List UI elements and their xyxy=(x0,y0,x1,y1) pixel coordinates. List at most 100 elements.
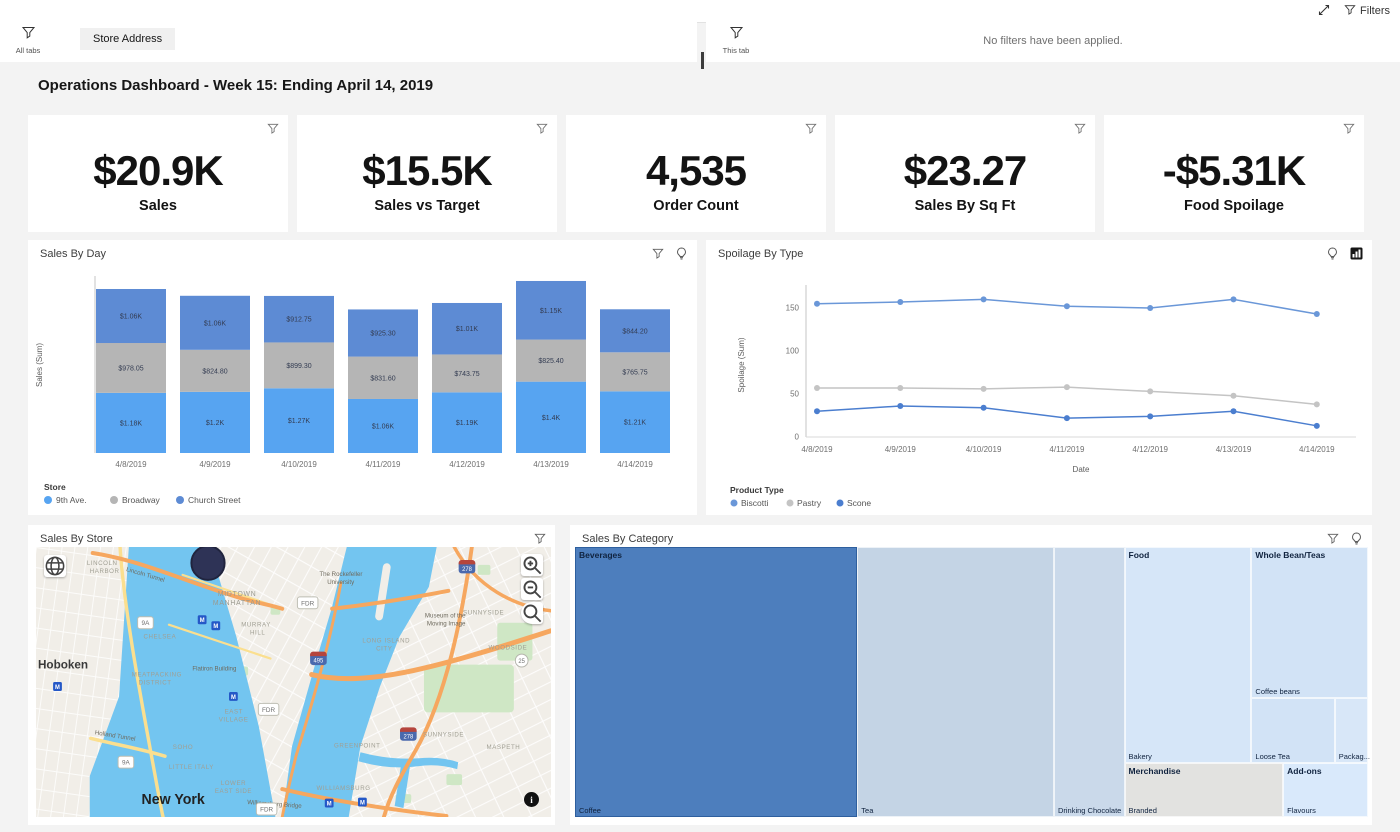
data-point-pastry-4-12-2019[interactable] xyxy=(1147,388,1154,395)
filter-icon[interactable] xyxy=(1341,121,1356,136)
treemap-tile-loose-tea[interactable]: Loose Tea xyxy=(1251,698,1335,763)
kpi-card-order-count: 4,535 Order Count xyxy=(566,115,826,232)
data-point-pastry-4-9-2019[interactable] xyxy=(897,384,904,391)
treemap-tile-tea[interactable]: Tea xyxy=(857,547,1054,817)
map-road-shield-fdr: FDR xyxy=(255,802,278,816)
data-point-scone-4-9-2019[interactable] xyxy=(897,403,904,410)
card-title: Sales By Category xyxy=(582,533,674,545)
map-label-museum-of-the: Museum of the xyxy=(425,613,466,620)
bar-segment-broadway-4-12-2019[interactable] xyxy=(432,354,502,393)
treemap-tile-drinking-chocolate[interactable]: Drinking Chocolate xyxy=(1053,547,1125,817)
bar-segment-broadway-4-8-2019[interactable] xyxy=(96,343,166,393)
filter-icon[interactable] xyxy=(650,246,665,261)
bar-segment-church-street-4-9-2019[interactable] xyxy=(180,295,250,350)
treemap-tile-branded[interactable]: Merchandise Branded xyxy=(1124,763,1284,817)
top-toolbar: Filters xyxy=(0,0,1400,23)
svg-text:278: 278 xyxy=(462,567,472,573)
data-point-pastry-4-11-2019[interactable] xyxy=(1063,384,1070,391)
map-search-button[interactable] xyxy=(521,602,543,624)
map-label-moving-image: Moving Image xyxy=(427,621,466,628)
bar-segment-church-street-4-11-2019[interactable] xyxy=(348,309,418,357)
data-point-biscotti-4-13-2019[interactable] xyxy=(1230,296,1237,303)
filter-icon[interactable] xyxy=(1072,121,1087,136)
bar-segment-broadway-4-10-2019[interactable] xyxy=(264,342,334,389)
data-point-scone-4-13-2019[interactable] xyxy=(1230,408,1237,415)
data-point-biscotti-4-11-2019[interactable] xyxy=(1063,303,1070,310)
bar-segment-church-street-4-14-2019[interactable] xyxy=(600,309,670,353)
bar-segment-church-street-4-10-2019[interactable] xyxy=(264,295,334,343)
dock-divider-handle[interactable] xyxy=(701,52,704,69)
map-store-marker[interactable] xyxy=(190,547,226,581)
treemap-group-label-beverages: Beverages xyxy=(579,550,623,560)
bar-segment-broadway-4-9-2019[interactable] xyxy=(180,349,250,392)
bar-segment-church-street-4-8-2019[interactable] xyxy=(96,288,166,344)
bar-segment-9th-ave-4-9-2019[interactable] xyxy=(180,391,250,453)
map-layers-button[interactable] xyxy=(44,555,66,577)
filters-button[interactable]: Filters xyxy=(1344,4,1390,19)
y-axis-tick: 150 xyxy=(786,304,800,313)
svg-text:495: 495 xyxy=(314,659,324,665)
map-label-chelsea: CHELSEA xyxy=(143,634,176,641)
data-point-scone-4-10-2019[interactable] xyxy=(980,404,987,411)
bar-segment-9th-ave-4-10-2019[interactable] xyxy=(264,388,334,453)
data-point-pastry-4-13-2019[interactable] xyxy=(1230,392,1237,399)
svg-text:278: 278 xyxy=(403,734,413,740)
map-subway-icon: M xyxy=(324,798,334,808)
svg-text:FDR: FDR xyxy=(301,600,314,607)
data-point-biscotti-4-8-2019[interactable] xyxy=(814,300,820,307)
bar-segment-9th-ave-4-8-2019[interactable] xyxy=(96,392,166,453)
filter-icon[interactable] xyxy=(265,121,280,136)
map-subway-icon: M xyxy=(211,621,221,630)
data-point-biscotti-4-9-2019[interactable] xyxy=(897,298,904,305)
data-point-scone-4-8-2019[interactable] xyxy=(814,408,820,415)
filter-icon[interactable] xyxy=(1325,531,1340,546)
data-point-scone-4-11-2019[interactable] xyxy=(1063,415,1070,422)
map-label-midtown: MIDTOWN xyxy=(218,591,257,598)
treemap-leaf-label-bakery: Bakery xyxy=(1128,752,1152,761)
treemap-tile-coffee[interactable]: Beverages Coffee xyxy=(575,547,858,817)
bar-segment-9th-ave-4-14-2019[interactable] xyxy=(600,391,670,453)
data-point-biscotti-4-12-2019[interactable] xyxy=(1147,305,1154,311)
filter-icon xyxy=(1344,4,1356,19)
bar-segment-broadway-4-11-2019[interactable] xyxy=(348,356,418,399)
treemap-tile-coffee-beans[interactable]: Whole Bean/Teas Coffee beans xyxy=(1251,547,1368,699)
data-point-biscotti-4-10-2019[interactable] xyxy=(980,296,987,303)
data-point-scone-4-12-2019[interactable] xyxy=(1147,413,1154,420)
bar-segment-broadway-4-14-2019[interactable] xyxy=(600,352,670,392)
tab-chip-store-address[interactable]: Store Address xyxy=(80,28,176,50)
expand-button[interactable] xyxy=(1318,4,1330,19)
data-point-pastry-4-8-2019[interactable] xyxy=(814,384,820,391)
chart-type-icon[interactable] xyxy=(1349,246,1364,261)
insights-bulb-icon[interactable] xyxy=(674,246,689,261)
treemap-tile-flavours[interactable]: Add-ons Flavours xyxy=(1283,763,1368,817)
bar-segment-church-street-4-12-2019[interactable] xyxy=(432,302,502,355)
insights-bulb-icon[interactable] xyxy=(1325,246,1340,261)
treemap-group-label-merchandise: Merchandise xyxy=(1128,766,1181,776)
map-label-woodside: WOODSIDE xyxy=(488,645,527,652)
this-tab-filter[interactable]: This tab xyxy=(714,26,758,55)
bar-segment-9th-ave-4-12-2019[interactable] xyxy=(432,392,502,453)
treemap-tile-packag[interactable]: Packag... xyxy=(1334,698,1370,763)
map-canvas[interactable]: LINCOLN HARBOR Lincoln Tunnel MIDTOWN MANHAT… xyxy=(36,547,551,817)
treemap-tile-bakery[interactable]: Food Bakery xyxy=(1124,547,1252,763)
expand-icon xyxy=(1318,4,1330,19)
bar-segment-9th-ave-4-11-2019[interactable] xyxy=(348,398,418,453)
svg-text:25: 25 xyxy=(518,659,525,665)
map-attribution-info-button[interactable]: i xyxy=(524,792,539,807)
filter-icon[interactable] xyxy=(532,531,547,546)
data-point-pastry-4-14-2019[interactable] xyxy=(1313,401,1320,408)
data-point-biscotti-4-14-2019[interactable] xyxy=(1313,311,1320,318)
filter-icon[interactable] xyxy=(534,121,549,136)
no-filters-message: No filters have been applied. xyxy=(983,35,1123,47)
bar-segment-broadway-4-13-2019[interactable] xyxy=(516,339,586,382)
insights-bulb-icon[interactable] xyxy=(1349,531,1364,546)
data-point-pastry-4-10-2019[interactable] xyxy=(980,385,987,392)
map-zoom-in-button[interactable] xyxy=(521,554,543,576)
bar-segment-9th-ave-4-13-2019[interactable] xyxy=(516,381,586,453)
filter-icon[interactable] xyxy=(803,121,818,136)
bar-segment-church-street-4-13-2019[interactable] xyxy=(516,280,586,340)
all-tabs-filter[interactable]: All tabs xyxy=(6,26,50,55)
map-zoom-out-button[interactable] xyxy=(521,578,543,600)
data-point-scone-4-14-2019[interactable] xyxy=(1313,422,1320,429)
map-road-shield-25: 25 xyxy=(514,653,529,668)
